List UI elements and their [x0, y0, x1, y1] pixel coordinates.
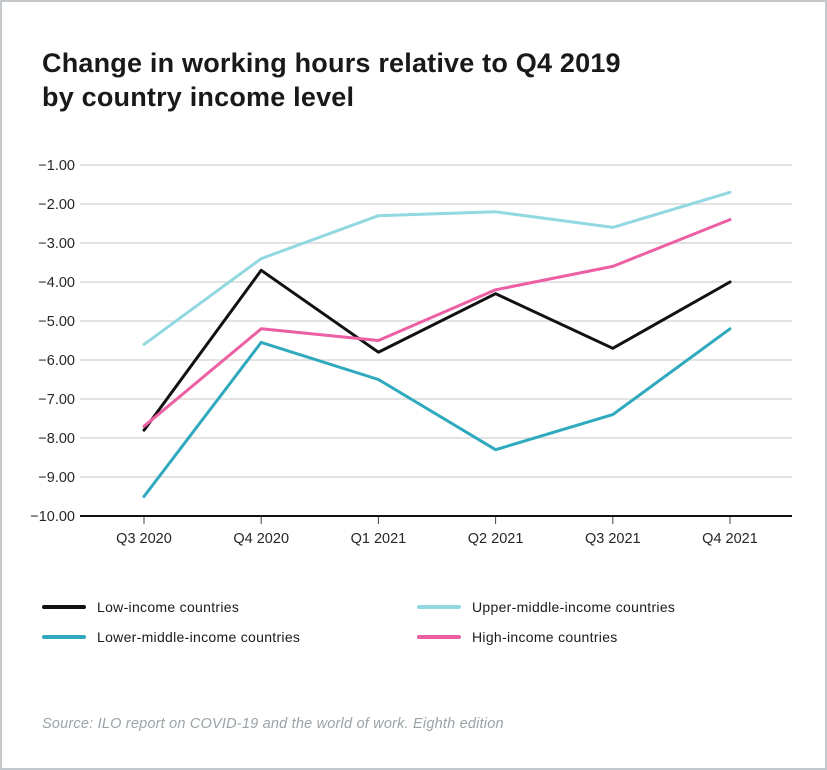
chart-title-line1: Change in working hours relative to Q4 2… [42, 48, 621, 78]
series-line-lower-middle-income-countries [142, 327, 732, 498]
y-axis-tick-label: −7.00 [38, 392, 75, 408]
line-chart: −1.00 −2.00 −3.00 −4.00 −5.00 −6.00 −7.00 −8.00… [30, 158, 792, 547]
series-line-high-income-countries [142, 218, 732, 428]
series-line-low-income-countries [142, 268, 732, 432]
y-axis-tick-label: −5.00 [38, 314, 75, 330]
legend-item-high-income: High-income countries [417, 628, 782, 646]
x-axis-tick-label: Q1 2021 [351, 531, 407, 547]
legend-swatch-upper-middle-income [417, 605, 461, 609]
legend-label: Upper-middle-income countries [472, 599, 676, 615]
legend-swatch-low-income [42, 605, 86, 609]
x-axis-tick-label: Q3 2021 [585, 531, 641, 547]
y-axis-tick-label: −10.00 [30, 509, 75, 525]
legend-label: Lower-middle-income countries [97, 629, 301, 645]
y-axis-tick-label: −1.00 [38, 158, 75, 174]
x-axis-tick-label: Q2 2021 [468, 531, 524, 547]
y-axis-tick-label: −6.00 [38, 353, 75, 369]
legend-label: High-income countries [472, 629, 618, 645]
legend-swatch-high-income [417, 635, 461, 639]
series-line-upper-middle-income-countries [142, 190, 732, 346]
source-caption: Source: ILO report on COVID-19 and the w… [42, 716, 504, 732]
y-axis-tick-label: −9.00 [38, 470, 75, 486]
x-axis-tick-label: Q4 2021 [702, 531, 758, 547]
y-axis-tick-label: −8.00 [38, 431, 75, 447]
legend: Low-income countries Upper-middle-income… [42, 598, 782, 646]
legend-item-low-income: Low-income countries [42, 598, 417, 616]
chart-title: Change in working hours relative to Q4 2… [42, 46, 621, 114]
legend-item-lower-middle-income: Lower-middle-income countries [42, 628, 417, 646]
chart-title-line2: by country income level [42, 82, 355, 112]
legend-swatch-lower-middle-income [42, 635, 86, 639]
legend-item-upper-middle-income: Upper-middle-income countries [417, 598, 782, 616]
x-axis-tick-label: Q4 2020 [233, 531, 289, 547]
y-axis-tick-label: −4.00 [38, 275, 75, 291]
y-axis-tick-label: −3.00 [38, 236, 75, 252]
y-axis-tick-label: −2.00 [38, 197, 75, 213]
x-axis-tick-label: Q3 2020 [116, 531, 172, 547]
legend-label: Low-income countries [97, 599, 240, 615]
